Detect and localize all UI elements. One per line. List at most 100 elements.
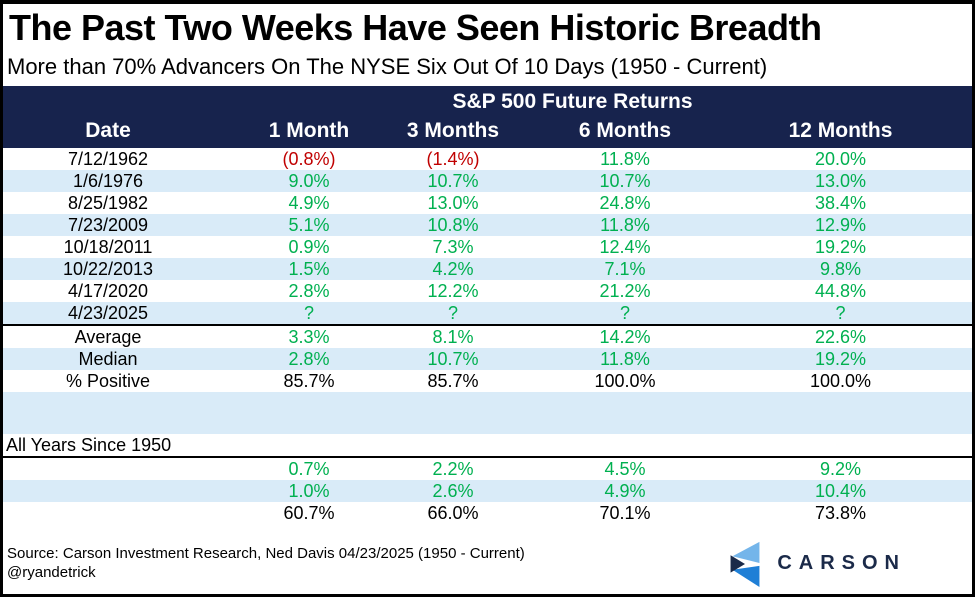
column-header: 1 Month [268, 119, 350, 142]
row-label: Average [74, 327, 142, 347]
table-cell: 85.7% [427, 371, 479, 391]
row-label [3, 458, 213, 480]
table-row: 1.0% 2.6% 4.9% 10.4% [3, 480, 972, 502]
table-cell: 9.0% [288, 171, 330, 191]
table-cell: 12.9% [814, 215, 867, 235]
table-cell: 10.7% [427, 171, 479, 191]
table-cell: 13.0% [427, 193, 479, 213]
carson-logo-icon [730, 541, 760, 588]
table-cell: 4.9% [288, 193, 330, 213]
table-cell: 66.0% [427, 503, 479, 523]
table-row: Average 3.3% 8.1% 14.2% 22.6% [3, 326, 972, 348]
table-cell: (0.8%) [282, 149, 336, 169]
table-cell: 38.4% [814, 193, 867, 213]
column-header: 3 Months [406, 119, 500, 142]
table-cell: 100.0% [594, 371, 656, 391]
table-cell: 2.2% [432, 459, 474, 479]
table-cell: 4.2% [432, 259, 474, 279]
table-cell: 21.2% [599, 281, 651, 301]
table-cell: 4.5% [604, 459, 646, 479]
carson-logo: CARSON [727, 538, 906, 588]
table-row: 7/23/2009 5.1% 10.8% 11.8% 12.9% [3, 214, 972, 236]
column-header: 6 Months [578, 119, 672, 142]
table-cell: 14.2% [599, 327, 651, 347]
table-row: 10/22/2013 1.5% 4.2% 7.1% 9.8% [3, 258, 972, 280]
table-row: 10/18/2011 0.9% 7.3% 12.4% 19.2% [3, 236, 972, 258]
table-cell: ? [447, 303, 458, 323]
table-row: % Positive 85.7% 85.7% 100.0% 100.0% [3, 370, 972, 392]
table-cell: 11.8% [600, 215, 650, 235]
row-label [3, 480, 213, 502]
row-label: % Positive [65, 371, 151, 391]
table-row: 4/23/2025???? [3, 302, 972, 324]
table-cell: 10.7% [427, 349, 479, 369]
row-label [3, 502, 213, 524]
table-cell: ? [835, 303, 846, 323]
table-cell: 11.8% [600, 149, 650, 169]
table-row: 0.7% 2.2% 4.5% 9.2% [3, 458, 972, 480]
row-label: 8/25/1982 [67, 193, 149, 213]
table-cell: 4.9% [604, 481, 646, 501]
table-cell: 2.6% [432, 481, 474, 501]
table-row: 1/6/1976 9.0% 10.7% 10.7% 13.0% [3, 170, 972, 192]
row-label: 4/17/2020 [67, 281, 149, 301]
table-body-all-years: 0.7% 2.2% 4.5% 9.2% 1.0% 2.6% 4.9% 10.4% 60.7% 66… [3, 458, 972, 524]
table-cell: 0.9% [288, 237, 330, 257]
row-label: 4/23/2025 [67, 303, 149, 323]
row-label: 10/22/2013 [62, 259, 154, 279]
table-cell: 10.4% [814, 481, 867, 501]
table-cell: 7.1% [604, 259, 646, 279]
table-cell: 44.8% [814, 281, 867, 301]
table-cell: 60.7% [283, 503, 335, 523]
table-cell: 3.3% [288, 327, 330, 347]
table-cell: 1.5% [288, 259, 330, 279]
table-cell: 1.0% [288, 481, 330, 501]
social-handle: @ryandetrick [7, 564, 96, 581]
table-cell: 19.2% [814, 349, 867, 369]
table-cell: ? [303, 303, 314, 323]
table-cell: 12.2% [427, 281, 479, 301]
row-label: 1/6/1976 [72, 171, 144, 191]
source-block: Source: Carson Investment Research, Ned … [7, 544, 525, 582]
table-cell: 22.6% [814, 327, 867, 347]
column-header: Date [85, 119, 131, 142]
table-cell: 2.8% [288, 349, 330, 369]
carson-logo-text: CARSON [777, 552, 906, 574]
table-row: Median 2.8% 10.7% 11.8% 19.2% [3, 348, 972, 370]
footer: Source: Carson Investment Research, Ned … [3, 538, 972, 594]
group-header-spacer [3, 86, 213, 117]
table-cell: 7.3% [432, 237, 474, 257]
page-subtitle: More than 70% Advancers On The NYSE Six … [7, 54, 768, 79]
page-title: The Past Two Weeks Have Seen Historic Br… [9, 7, 822, 48]
table-cell: 100.0% [809, 371, 872, 391]
table-cell: ? [619, 303, 630, 323]
table-cell: 12.4% [599, 237, 651, 257]
row-label: 10/18/2011 [63, 237, 153, 257]
table-header: S&P 500 Future Returns Date 1 Month 3 Mont… [3, 86, 972, 148]
table-cell: (1.4%) [426, 149, 480, 169]
table-cell: 10.7% [599, 171, 651, 191]
table-row: 60.7% 66.0% 70.1% 73.8% [3, 502, 972, 524]
source-text: Source: Carson Investment Research, Ned … [7, 545, 525, 562]
table-cell: 8.1% [432, 327, 474, 347]
table-cell: 85.7% [283, 371, 335, 391]
row-label: 7/23/2009 [67, 215, 149, 235]
table-group-header-row: S&P 500 Future Returns [3, 86, 972, 115]
table-cell: 70.1% [599, 503, 651, 523]
table-cell: 19.2% [814, 237, 867, 257]
table-group-header: S&P 500 Future Returns [452, 90, 693, 113]
row-label: 7/12/1962 [67, 149, 149, 169]
empty-band [3, 392, 972, 434]
table-cell: 2.8% [288, 281, 330, 301]
table-cell: 20.0% [814, 149, 867, 169]
bottom-spacer [3, 524, 972, 538]
table-body-signal-dates: 7/12/1962 (0.8%) (1.4%) 11.8% 20.0% 1/6/1976 9… [3, 148, 972, 324]
table-column-headers: Date 1 Month 3 Months 6 Months 12 Months [3, 115, 972, 148]
all-years-label: All Years Since 1950 [3, 434, 972, 458]
table-cell: 0.7% [288, 459, 330, 479]
table-body-summary: Average 3.3% 8.1% 14.2% 22.6% Median 2.8% 10.7%… [3, 324, 972, 392]
table-cell: 10.8% [427, 215, 479, 235]
table-cell: 11.8% [600, 349, 650, 369]
table-row: 8/25/1982 4.9% 13.0% 24.8% 38.4% [3, 192, 972, 214]
